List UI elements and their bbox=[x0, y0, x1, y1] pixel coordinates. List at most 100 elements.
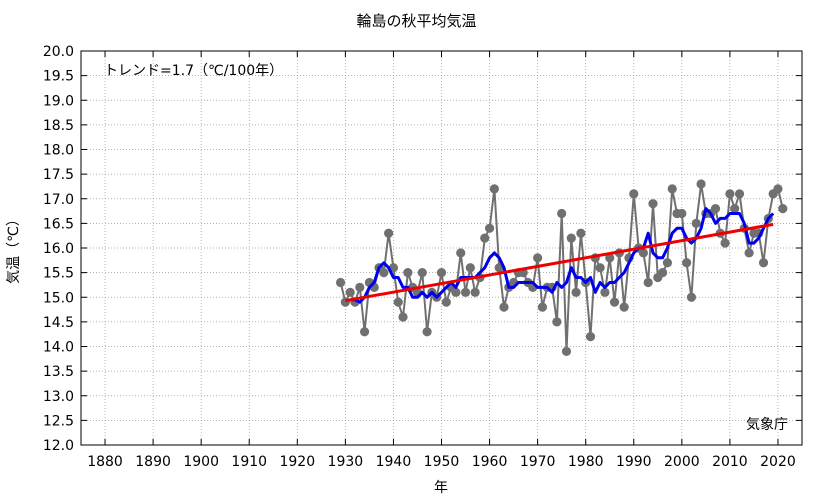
annual-point bbox=[725, 189, 735, 199]
annual-point bbox=[436, 268, 447, 278]
annual-point bbox=[758, 258, 769, 268]
y-axis-title: 気温（℃） bbox=[6, 212, 22, 284]
annual-point bbox=[773, 184, 783, 194]
annual-point bbox=[417, 268, 427, 278]
annual-point bbox=[662, 258, 673, 268]
source-label: 気象庁 bbox=[746, 417, 788, 433]
annual-series bbox=[335, 179, 788, 357]
annual-point bbox=[710, 204, 721, 214]
annual-point bbox=[345, 287, 355, 297]
annual-point bbox=[393, 297, 403, 307]
annual-point bbox=[600, 287, 610, 297]
annual-point bbox=[605, 253, 615, 263]
annual-point bbox=[470, 287, 480, 297]
annual-point bbox=[465, 263, 475, 273]
annual-point bbox=[734, 189, 745, 199]
y-tick-label: 18.5 bbox=[43, 118, 74, 134]
x-tick-label: 1980 bbox=[568, 454, 604, 470]
annual-point bbox=[379, 268, 389, 278]
y-tick-label: 17.0 bbox=[43, 192, 74, 208]
y-tick-label: 16.0 bbox=[43, 241, 74, 257]
x-tick-label: 1930 bbox=[328, 454, 364, 470]
annual-point bbox=[441, 297, 451, 307]
y-tick-label: 14.5 bbox=[43, 315, 74, 331]
annual-point bbox=[566, 233, 576, 243]
moving-average-series bbox=[350, 207, 775, 304]
annual-point bbox=[682, 258, 692, 268]
y-tick-label: 18.0 bbox=[43, 143, 74, 159]
trend-line bbox=[345, 222, 774, 303]
annual-point bbox=[686, 292, 697, 302]
annual-point bbox=[730, 204, 740, 214]
x-tick-label: 1880 bbox=[87, 454, 123, 470]
annual-point bbox=[571, 287, 581, 297]
annual-point bbox=[557, 208, 567, 219]
y-tick-label: 16.5 bbox=[43, 216, 74, 232]
x-tick-label: 1950 bbox=[424, 454, 460, 470]
annual-point bbox=[696, 179, 706, 189]
annual-point bbox=[609, 297, 620, 307]
annual-point bbox=[552, 317, 562, 327]
annual-point bbox=[643, 277, 653, 288]
x-tick-label: 1960 bbox=[472, 454, 508, 470]
chart-title: 輪島の秋平均気温 bbox=[356, 12, 477, 30]
annual-point bbox=[720, 238, 730, 248]
annual-point bbox=[451, 287, 461, 297]
y-tick-label: 12.5 bbox=[43, 413, 74, 429]
annual-point bbox=[422, 327, 432, 337]
annual-point bbox=[460, 287, 471, 297]
y-tick-label: 13.0 bbox=[43, 389, 74, 405]
annual-point bbox=[403, 268, 413, 278]
x-tick-label: 1990 bbox=[616, 454, 652, 470]
y-tick-label: 17.5 bbox=[43, 167, 74, 183]
y-axis-ticks: 12.0 12.5 13.0 13.5 14.0 14.5 15.0 15.5 16.0 16.5… bbox=[43, 44, 802, 454]
annual-point bbox=[619, 302, 629, 312]
annual-point bbox=[359, 327, 370, 337]
y-tick-label: 20.0 bbox=[43, 44, 74, 60]
annual-point bbox=[484, 223, 495, 233]
annual-point bbox=[595, 263, 605, 273]
annual-point bbox=[335, 277, 346, 288]
y-tick-label: 19.0 bbox=[43, 93, 74, 109]
annual-point bbox=[533, 253, 543, 263]
annual-point bbox=[691, 218, 701, 228]
x-tick-label: 2010 bbox=[712, 454, 748, 470]
annual-point bbox=[648, 199, 658, 209]
annual-point bbox=[499, 302, 509, 312]
annual-point bbox=[638, 248, 648, 258]
x-axis-title: 年 bbox=[434, 480, 448, 496]
x-axis-ticks: 1880 1890 1900 1910 1920 1930 1940 1950 1960 1970… bbox=[87, 51, 796, 470]
y-tick-label: 15.0 bbox=[43, 290, 74, 306]
y-tick-label: 13.5 bbox=[43, 364, 74, 380]
annual-point bbox=[561, 346, 572, 357]
annual-point bbox=[456, 248, 466, 258]
annual-point bbox=[677, 208, 687, 219]
annual-point bbox=[384, 228, 394, 238]
annual-point bbox=[778, 204, 788, 214]
moving-average-line bbox=[350, 207, 775, 304]
annual-point bbox=[576, 228, 586, 238]
y-tick-label: 14.0 bbox=[43, 340, 74, 356]
annual-point bbox=[667, 184, 677, 194]
annual-point bbox=[585, 332, 596, 342]
grid-lines bbox=[81, 50, 802, 446]
x-tick-label: 2020 bbox=[760, 454, 796, 470]
x-tick-label: 1920 bbox=[279, 454, 315, 470]
annual-point bbox=[398, 312, 408, 322]
x-tick-label: 1890 bbox=[135, 454, 171, 470]
x-tick-label: 2000 bbox=[664, 454, 700, 470]
annual-point bbox=[355, 282, 365, 292]
y-tick-label: 15.5 bbox=[43, 266, 74, 282]
plot-frame bbox=[80, 50, 803, 446]
annual-point bbox=[480, 233, 490, 243]
x-tick-label: 1900 bbox=[183, 454, 219, 470]
x-tick-label: 1970 bbox=[520, 454, 556, 470]
annual-point bbox=[537, 302, 548, 312]
x-tick-label: 1910 bbox=[231, 454, 267, 470]
annual-point bbox=[489, 184, 499, 194]
annual-point bbox=[658, 268, 668, 278]
trend-label: トレンド=1.7（℃/100年） bbox=[104, 63, 283, 79]
x-tick-label: 1940 bbox=[376, 454, 412, 470]
trend-series bbox=[345, 222, 774, 303]
